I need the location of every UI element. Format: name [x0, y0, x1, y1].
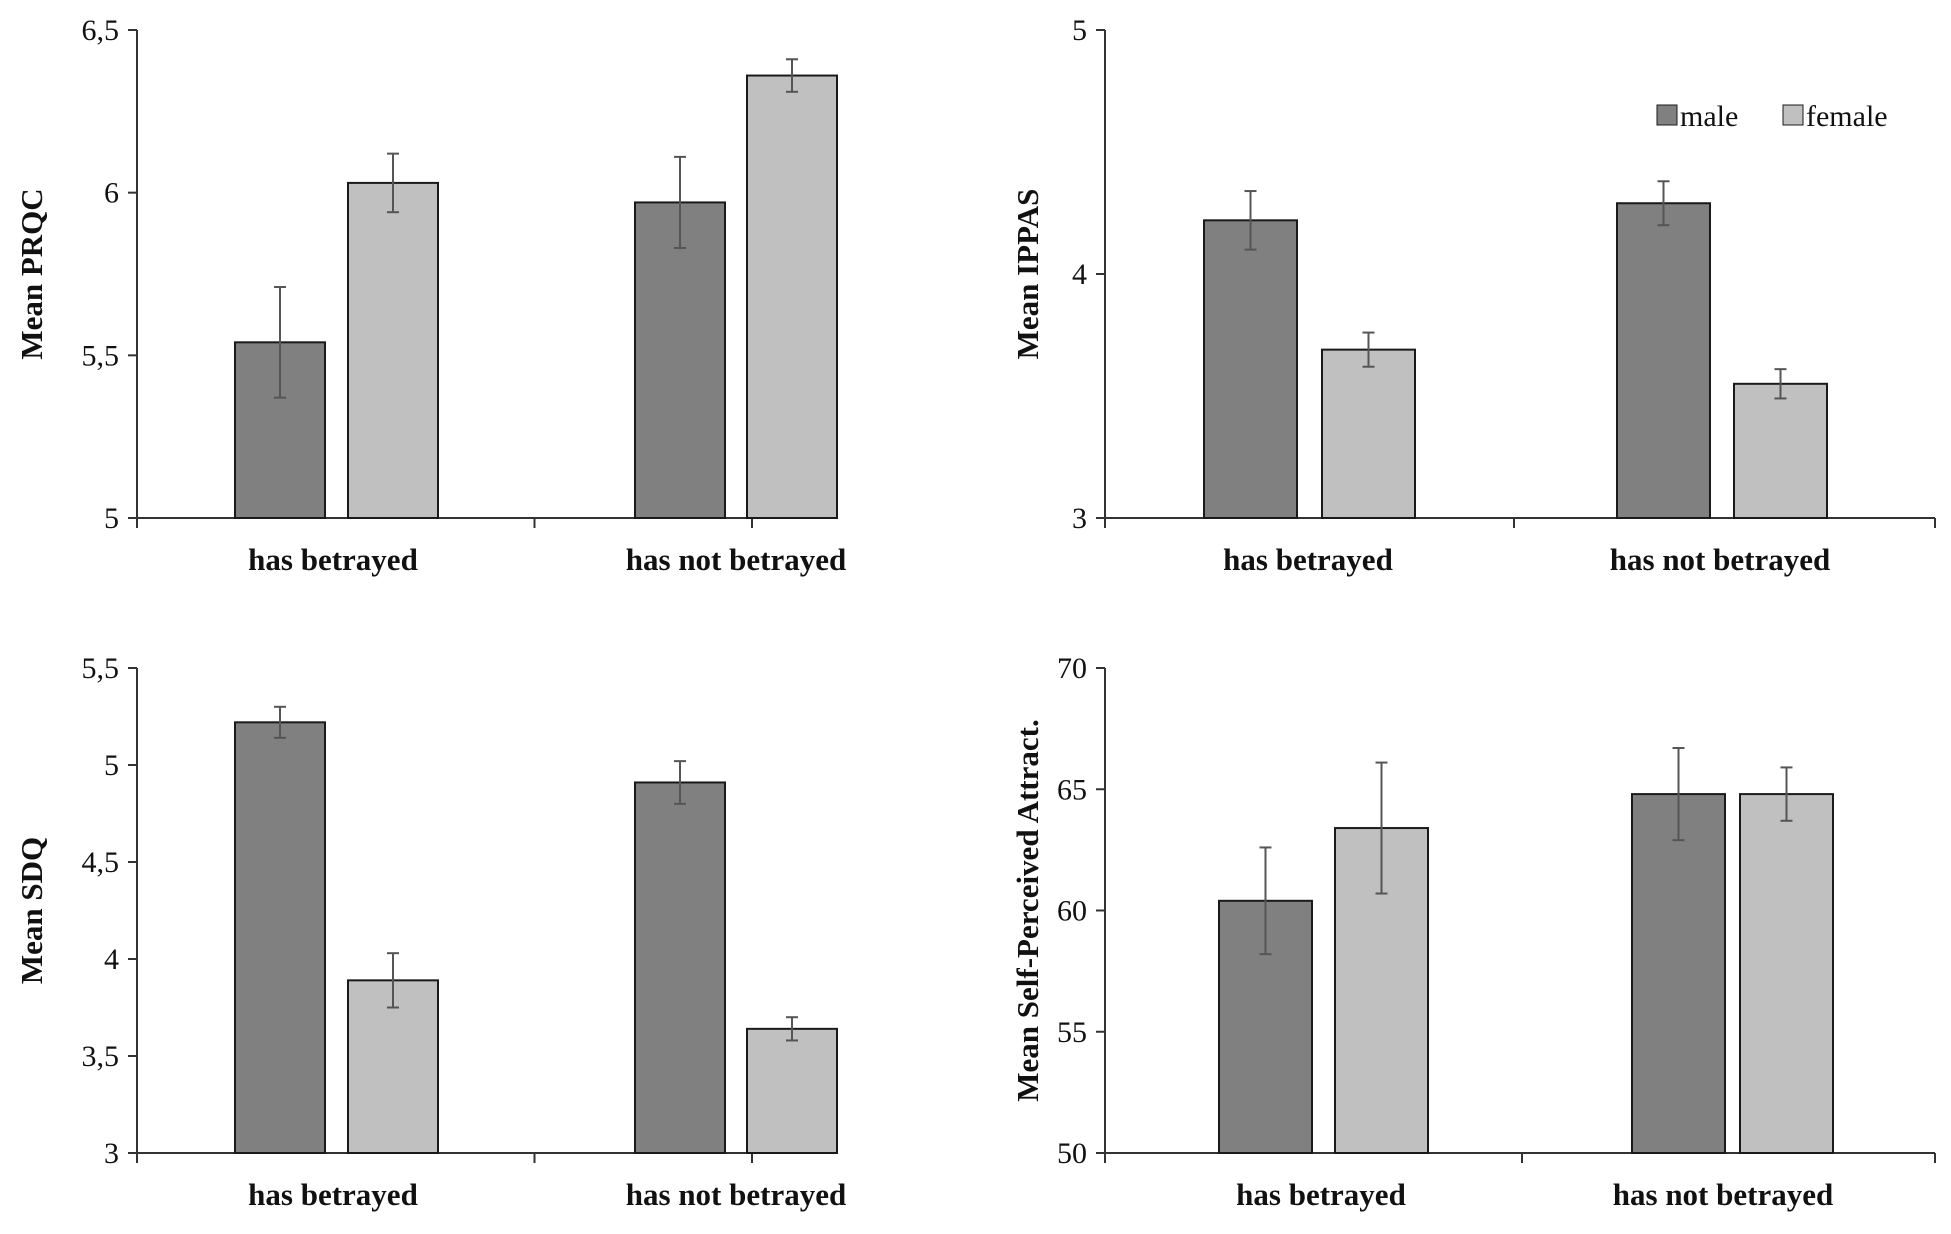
legend-label-female: female — [1806, 100, 1888, 133]
legend: male female — [1656, 100, 1888, 133]
y-tick-label: 60 — [1057, 895, 1087, 928]
category-label: has betrayed — [1223, 542, 1393, 577]
bar-female-has-betrayed — [347, 181, 439, 519]
chart-panel-self-perceived-attract: 50 55 60 65 70 Mean Self-Perceived Attract. ha… — [1010, 652, 1936, 1212]
category-label: has betrayed — [1236, 1177, 1406, 1212]
category-label: has betrayed — [248, 1177, 418, 1212]
y-tick-label: 6,5 — [82, 14, 120, 47]
y-axis-title: Mean SDQ — [14, 837, 49, 984]
category-label: has not betrayed — [626, 1177, 846, 1212]
y-axis-title: Mean IPPAS — [1010, 189, 1045, 360]
y-tick-label: 5,5 — [82, 339, 120, 372]
y-tick-label: 4 — [1072, 258, 1087, 291]
bar-male-has-not-betrayed — [634, 201, 726, 519]
y-tick-label: 65 — [1057, 773, 1087, 806]
y-axis-title: Mean Self-Perceived Attract. — [1010, 719, 1045, 1101]
y-tick-label: 4,5 — [82, 846, 120, 879]
bar-female-has-betrayed — [347, 979, 439, 1155]
bar-female-has-not-betrayed — [1733, 382, 1828, 519]
y-tick-label: 5 — [104, 502, 119, 535]
bar-male-has-not-betrayed — [634, 781, 726, 1155]
y-tick-label: 3 — [104, 1137, 119, 1170]
bar-female-has-betrayed — [1321, 348, 1416, 520]
chart-panel-prqc: 5 5,5 6 6,5 Mean PRQC has betrayed has not bet… — [14, 14, 846, 577]
y-tick-label: 5,5 — [82, 652, 120, 685]
y-tick-label: 5 — [104, 749, 119, 782]
bar-male-has-betrayed — [234, 721, 326, 1154]
category-label: has not betrayed — [1610, 542, 1830, 577]
category-label: has betrayed — [248, 542, 418, 577]
category-label: has not betrayed — [1613, 1177, 1833, 1212]
y-tick-label: 55 — [1057, 1016, 1087, 1049]
y-tick-label: 50 — [1057, 1137, 1087, 1170]
category-label: has not betrayed — [626, 542, 846, 577]
bar-male-has-betrayed — [1203, 219, 1298, 519]
y-tick-label: 6 — [104, 177, 119, 210]
y-tick-label: 4 — [104, 943, 119, 976]
bar-female-has-not-betrayed — [746, 1027, 838, 1154]
bar-female-has-not-betrayed — [746, 74, 838, 520]
y-tick-label: 3,5 — [82, 1040, 120, 1073]
y-tick-label: 5 — [1072, 14, 1087, 47]
bar-female-has-not-betrayed — [1739, 793, 1834, 1154]
legend-swatch-male — [1656, 104, 1678, 126]
y-axis-title: Mean PRQC — [14, 188, 49, 359]
legend-swatch-female — [1782, 104, 1804, 126]
bar-male-has-not-betrayed — [1631, 793, 1726, 1154]
legend-label-male: male — [1680, 100, 1738, 133]
y-tick-label: 3 — [1072, 502, 1087, 535]
chart-panel-sdq: 3 3,5 4 4,5 5 5,5 Mean SDQ has betrayed has not … — [14, 652, 846, 1212]
y-tick-label: 70 — [1057, 652, 1087, 685]
bar-male-has-not-betrayed — [1616, 202, 1711, 520]
chart-panel-ippas: 3 4 5 Mean IPPAS has betrayed has not betraye… — [1010, 14, 1936, 577]
